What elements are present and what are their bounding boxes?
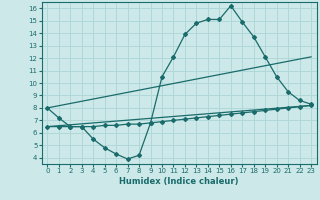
X-axis label: Humidex (Indice chaleur): Humidex (Indice chaleur) [119, 177, 239, 186]
